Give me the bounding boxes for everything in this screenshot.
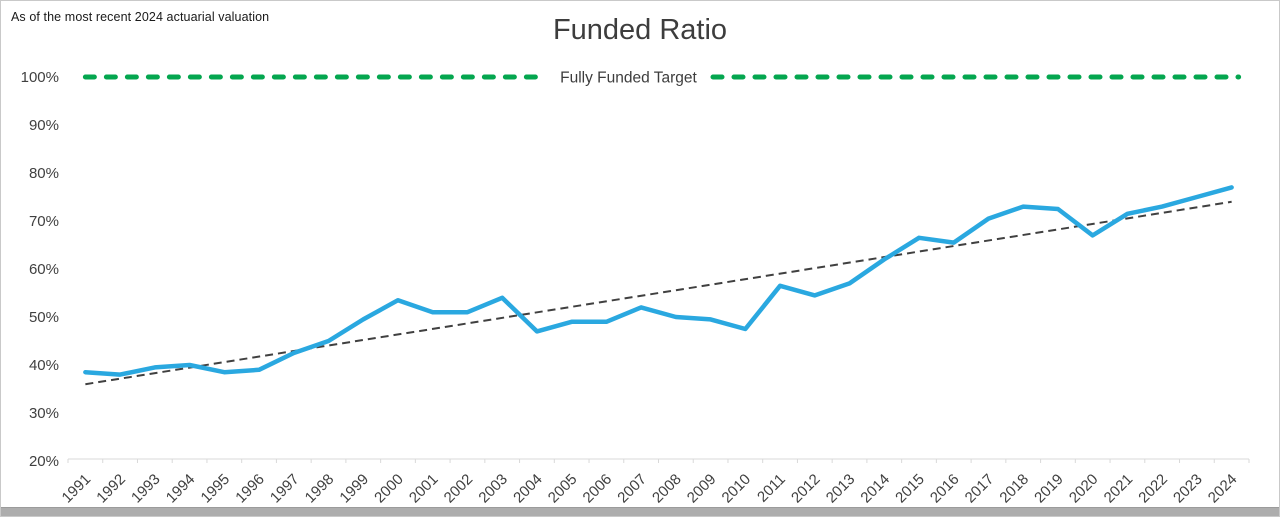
- x-tick-label: 2012: [788, 471, 824, 507]
- trend-line: [85, 200, 1232, 386]
- x-tick-label: 1993: [128, 471, 164, 507]
- x-tick-label: 2024: [1205, 471, 1241, 507]
- x-tick-label: 2011: [754, 471, 789, 506]
- x-tick-label: 2022: [1135, 471, 1171, 507]
- x-tick-label: 1991: [59, 471, 95, 507]
- x-tick-label: 2010: [719, 471, 755, 507]
- funded-ratio-line: [83, 185, 1234, 377]
- fully-funded-target-label: Fully Funded Target: [560, 70, 697, 87]
- y-tick-label: 20%: [29, 453, 59, 470]
- x-tick-label: 2021: [1101, 471, 1137, 507]
- y-tick-label: 80%: [29, 165, 59, 182]
- y-tick-label: 60%: [29, 261, 59, 278]
- y-tick-label: 70%: [29, 213, 59, 230]
- y-tick-label: 100%: [21, 69, 59, 86]
- chart-title: Funded Ratio: [552, 14, 728, 46]
- x-tick-label: 1996: [232, 471, 268, 507]
- x-tick-label: 2003: [475, 471, 511, 507]
- x-tick-label: 2020: [1066, 471, 1102, 507]
- x-tick-label: 2005: [545, 471, 581, 507]
- x-tick-label: 2014: [857, 471, 893, 507]
- valuation-note: As of the most recent 2024 actuarial val…: [11, 10, 270, 24]
- x-tick-label: 2001: [406, 471, 442, 507]
- y-tick-label: 40%: [29, 357, 59, 374]
- x-tick-label: 2016: [927, 471, 963, 507]
- x-tick-label: 2006: [580, 471, 616, 507]
- x-tick-label: 2018: [996, 471, 1032, 507]
- x-tick-label: 2017: [962, 471, 998, 507]
- x-tick-label: 1994: [163, 471, 199, 507]
- x-tick-label: 2008: [649, 471, 685, 507]
- x-tick-label: 1998: [302, 471, 338, 507]
- x-tick-label: 2019: [1031, 471, 1067, 507]
- y-tick-label: 30%: [29, 405, 59, 422]
- x-tick-label: 2000: [371, 471, 407, 507]
- x-tick-label: 2013: [823, 471, 859, 507]
- x-tick-label: 2015: [892, 471, 928, 507]
- y-tick-label: 50%: [29, 309, 59, 326]
- x-tick-label: 1992: [93, 471, 129, 507]
- x-tick-label: 1997: [267, 471, 303, 507]
- x-tick-label: 1995: [198, 471, 234, 507]
- bottom-edge-bar: [1, 507, 1279, 516]
- x-tick-label: 2002: [441, 471, 477, 507]
- x-tick-label: 1999: [336, 471, 372, 507]
- x-tick-label: 2007: [614, 471, 650, 507]
- y-tick-label: 90%: [29, 117, 59, 134]
- x-tick-label: 2009: [684, 471, 720, 507]
- x-tick-label: 2023: [1170, 471, 1206, 507]
- x-tick-label: 2004: [510, 471, 546, 507]
